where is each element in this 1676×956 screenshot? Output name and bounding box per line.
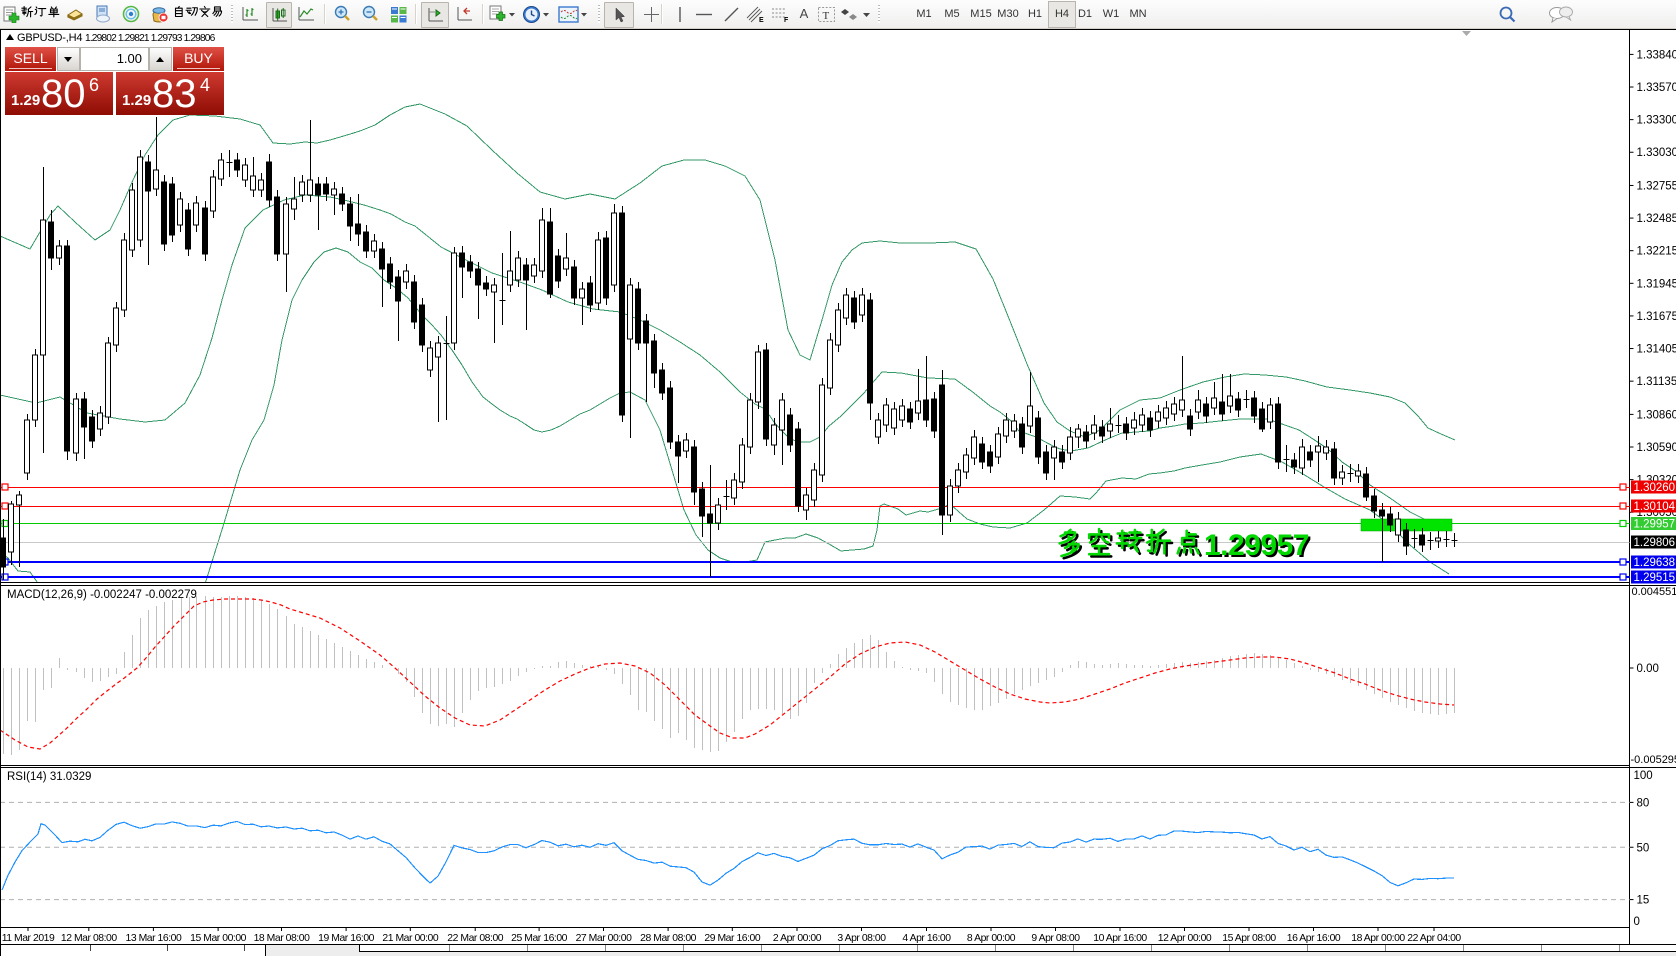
svg-text:22 Apr 04:00: 22 Apr 04:00 bbox=[1407, 933, 1461, 944]
svg-text:1.31405: 1.31405 bbox=[1637, 344, 1676, 356]
svg-text:9 Apr 08:00: 9 Apr 08:00 bbox=[1031, 933, 1080, 944]
svg-text:15 Mar 00:00: 15 Mar 00:00 bbox=[190, 933, 246, 944]
svg-text:MACD(12,26,9) -0.002247 -0.002: MACD(12,26,9) -0.002247 -0.002279 bbox=[7, 589, 197, 601]
svg-text:1.31135: 1.31135 bbox=[1637, 376, 1676, 388]
svg-text:28 Mar 08:00: 28 Mar 08:00 bbox=[640, 933, 696, 944]
svg-text:1.30860: 1.30860 bbox=[1637, 409, 1676, 421]
svg-text:8 Apr 00:00: 8 Apr 00:00 bbox=[967, 933, 1016, 944]
svg-text:-0.005295: -0.005295 bbox=[1631, 754, 1676, 766]
svg-text:1.30260: 1.30260 bbox=[1634, 482, 1676, 494]
svg-text:GBPUSD-,H4: GBPUSD-,H4 bbox=[17, 32, 82, 44]
svg-text:15 Apr 08:00: 15 Apr 08:00 bbox=[1222, 933, 1276, 944]
svg-text:1.29806: 1.29806 bbox=[1634, 537, 1676, 549]
svg-text:19 Mar 16:00: 19 Mar 16:00 bbox=[318, 933, 374, 944]
svg-text:16 Apr 16:00: 16 Apr 16:00 bbox=[1287, 933, 1341, 944]
svg-text:1.29957: 1.29957 bbox=[1634, 519, 1676, 531]
svg-text:1.31675: 1.31675 bbox=[1637, 311, 1676, 323]
svg-text:3 Apr 08:00: 3 Apr 08:00 bbox=[837, 933, 886, 944]
svg-text:80: 80 bbox=[1637, 797, 1650, 809]
svg-text:22 Mar 08:00: 22 Mar 08:00 bbox=[447, 933, 503, 944]
svg-text:1.29802 1.29821 1.29793 1.2980: 1.29802 1.29821 1.29793 1.29806 bbox=[85, 33, 216, 44]
svg-text:13 Mar 16:00: 13 Mar 16:00 bbox=[125, 933, 181, 944]
svg-text:1.32215: 1.32215 bbox=[1637, 246, 1676, 258]
svg-text:1.30104: 1.30104 bbox=[1634, 501, 1676, 513]
svg-text:18 Apr 00:00: 18 Apr 00:00 bbox=[1351, 933, 1405, 944]
svg-text:1.33300: 1.33300 bbox=[1637, 115, 1676, 127]
svg-text:2 Apr 00:00: 2 Apr 00:00 bbox=[773, 933, 822, 944]
svg-text:4 Apr 16:00: 4 Apr 16:00 bbox=[902, 933, 951, 944]
svg-text:RSI(14) 31.0329: RSI(14) 31.0329 bbox=[7, 771, 91, 783]
svg-text:1.32485: 1.32485 bbox=[1637, 213, 1676, 225]
svg-text:21 Mar 00:00: 21 Mar 00:00 bbox=[382, 933, 438, 944]
svg-text:29 Mar 16:00: 29 Mar 16:00 bbox=[704, 933, 760, 944]
svg-text:F: F bbox=[784, 17, 789, 23]
svg-text:1.29638: 1.29638 bbox=[1634, 557, 1676, 569]
svg-text:27 Mar 00:00: 27 Mar 00:00 bbox=[576, 933, 632, 944]
svg-text:15: 15 bbox=[1637, 895, 1650, 907]
svg-text:1.31945: 1.31945 bbox=[1637, 278, 1676, 290]
svg-text:50: 50 bbox=[1637, 842, 1650, 854]
svg-text:100: 100 bbox=[1634, 770, 1653, 782]
svg-text:1.33030: 1.33030 bbox=[1637, 147, 1676, 159]
svg-text:0.00: 0.00 bbox=[1637, 663, 1659, 675]
svg-text:T: T bbox=[822, 10, 829, 22]
svg-text:10 Apr 16:00: 10 Apr 16:00 bbox=[1093, 933, 1147, 944]
svg-text:12 Mar 08:00: 12 Mar 08:00 bbox=[61, 933, 117, 944]
svg-text:1.29957: 1.29957 bbox=[1206, 531, 1311, 564]
svg-text:25 Mar 16:00: 25 Mar 16:00 bbox=[511, 933, 567, 944]
svg-text:1.33840: 1.33840 bbox=[1637, 49, 1676, 61]
svg-text:1.29515: 1.29515 bbox=[1634, 572, 1676, 584]
svg-text:11 Mar 2019: 11 Mar 2019 bbox=[2, 933, 55, 944]
svg-text:1.32755: 1.32755 bbox=[1637, 180, 1676, 192]
svg-text:1.29957: 1.29957 bbox=[1204, 529, 1309, 562]
svg-text:18 Mar 08:00: 18 Mar 08:00 bbox=[254, 933, 310, 944]
svg-text:1.30590: 1.30590 bbox=[1637, 442, 1676, 454]
svg-text:0: 0 bbox=[1634, 916, 1640, 928]
svg-text:0.004551: 0.004551 bbox=[1632, 586, 1676, 598]
svg-text:E: E bbox=[759, 17, 764, 23]
svg-text:1.33570: 1.33570 bbox=[1637, 82, 1676, 94]
svg-text:12 Apr 00:00: 12 Apr 00:00 bbox=[1158, 933, 1212, 944]
